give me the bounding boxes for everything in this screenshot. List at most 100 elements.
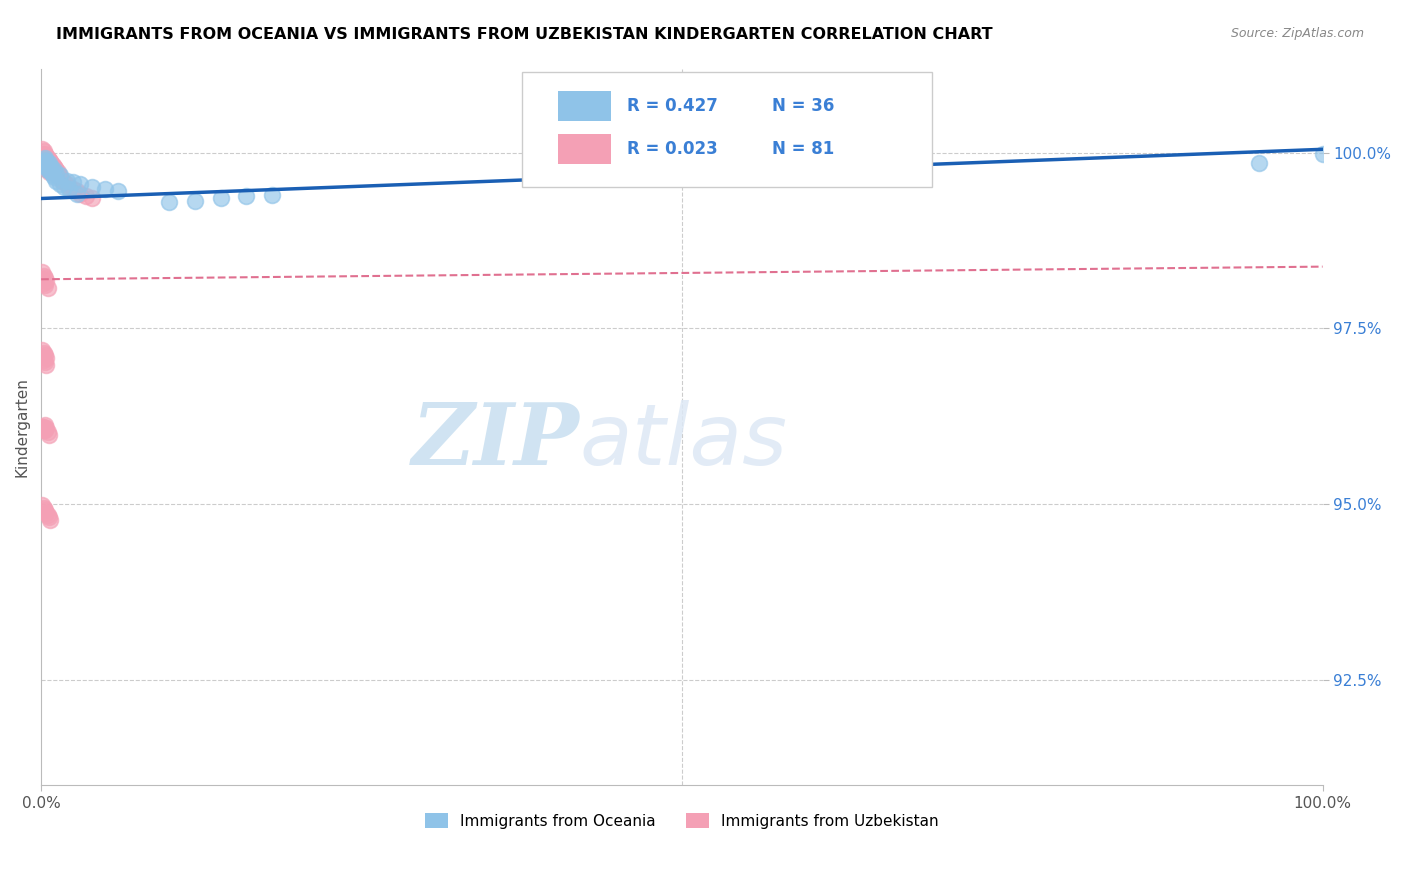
Point xyxy=(49,170,72,185)
Text: R = 0.023: R = 0.023 xyxy=(627,140,717,158)
Point xyxy=(51,174,73,188)
Point xyxy=(32,423,55,437)
Point xyxy=(41,161,63,176)
Point xyxy=(31,265,53,279)
Point xyxy=(34,355,56,369)
Point xyxy=(35,160,58,174)
Point xyxy=(31,142,53,156)
Point xyxy=(37,163,59,178)
Point xyxy=(31,343,53,357)
Point xyxy=(34,502,56,516)
Point xyxy=(48,169,70,183)
Point xyxy=(49,178,72,192)
Point xyxy=(235,189,257,203)
Point xyxy=(41,156,63,170)
Point xyxy=(37,154,59,169)
Point xyxy=(35,149,58,163)
Point xyxy=(31,149,53,163)
Point xyxy=(41,165,63,179)
Point xyxy=(1312,147,1334,161)
Point xyxy=(58,179,80,194)
Point xyxy=(34,418,56,433)
Point xyxy=(58,182,80,196)
Point xyxy=(38,156,60,170)
Point xyxy=(157,194,180,209)
Point xyxy=(32,153,55,167)
Point xyxy=(38,161,60,176)
Point xyxy=(32,156,55,170)
Point xyxy=(49,169,72,183)
Point xyxy=(41,169,63,183)
Y-axis label: Kindergarten: Kindergarten xyxy=(15,376,30,476)
Point xyxy=(37,508,59,522)
Point xyxy=(75,189,97,203)
Point xyxy=(53,175,76,189)
Point xyxy=(46,165,69,179)
Text: atlas: atlas xyxy=(579,400,787,483)
Point xyxy=(35,506,58,520)
Point xyxy=(32,160,55,174)
Point xyxy=(32,353,55,368)
Bar xyxy=(558,134,612,164)
Point xyxy=(42,163,65,178)
Point xyxy=(35,351,58,365)
Point xyxy=(32,419,55,434)
Point xyxy=(35,274,58,288)
Point xyxy=(42,170,65,185)
Point xyxy=(37,159,59,173)
Point xyxy=(37,425,59,440)
Point xyxy=(38,428,60,442)
Point xyxy=(34,271,56,285)
Point xyxy=(41,159,63,173)
Text: IMMIGRANTS FROM OCEANIA VS IMMIGRANTS FROM UZBEKISTAN KINDERGARTEN CORRELATION C: IMMIGRANTS FROM OCEANIA VS IMMIGRANTS FR… xyxy=(56,27,993,42)
Point xyxy=(37,152,59,166)
Point xyxy=(41,160,63,174)
Point xyxy=(66,185,89,199)
Point xyxy=(32,276,55,290)
Point xyxy=(45,174,67,188)
Point xyxy=(34,153,56,167)
Point xyxy=(34,152,56,166)
Point xyxy=(39,512,62,526)
Point xyxy=(69,186,91,201)
Point xyxy=(53,179,76,194)
Point xyxy=(34,159,56,173)
Point xyxy=(35,421,58,435)
Point xyxy=(39,163,62,178)
Point xyxy=(42,165,65,179)
Point xyxy=(39,154,62,169)
Point xyxy=(32,500,55,515)
Point xyxy=(55,178,77,192)
Point xyxy=(34,423,56,437)
Point xyxy=(31,350,53,364)
Point xyxy=(45,169,67,183)
Point xyxy=(39,161,62,176)
Point xyxy=(32,149,55,163)
FancyBboxPatch shape xyxy=(522,72,932,186)
Point xyxy=(32,346,55,360)
Point xyxy=(34,152,56,166)
Point xyxy=(35,156,58,170)
Point xyxy=(35,154,58,169)
Point xyxy=(82,179,104,194)
Point xyxy=(31,272,53,286)
Point xyxy=(209,192,232,206)
Point xyxy=(38,153,60,167)
Bar xyxy=(558,91,612,120)
Point xyxy=(31,147,53,161)
Point xyxy=(39,159,62,173)
Text: Source: ZipAtlas.com: Source: ZipAtlas.com xyxy=(1230,27,1364,40)
Point xyxy=(34,277,56,292)
Point xyxy=(62,175,84,189)
Text: R = 0.427: R = 0.427 xyxy=(627,96,717,115)
Point xyxy=(31,153,53,167)
Text: N = 36: N = 36 xyxy=(772,96,834,115)
Point xyxy=(38,509,60,524)
Point xyxy=(31,419,53,434)
Point xyxy=(35,358,58,372)
Point xyxy=(35,153,58,167)
Point xyxy=(66,186,89,201)
Point xyxy=(34,348,56,362)
Point xyxy=(37,281,59,295)
Point xyxy=(69,178,91,192)
